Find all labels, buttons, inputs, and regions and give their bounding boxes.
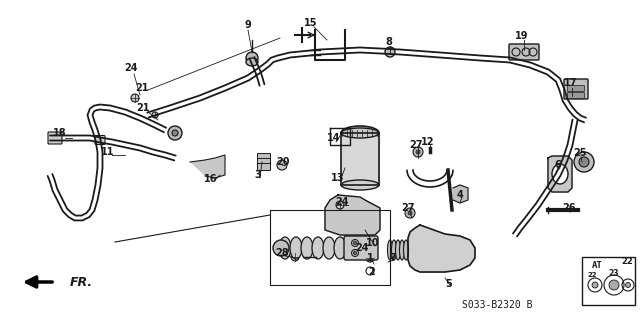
Text: 23: 23 — [609, 269, 620, 278]
Circle shape — [366, 254, 374, 262]
FancyBboxPatch shape — [568, 85, 584, 92]
FancyBboxPatch shape — [509, 44, 539, 60]
Text: 22: 22 — [588, 272, 596, 278]
Text: 11: 11 — [101, 147, 115, 157]
Circle shape — [408, 211, 412, 215]
Circle shape — [277, 160, 287, 170]
Text: 3: 3 — [255, 170, 261, 180]
Text: AT: AT — [591, 261, 602, 270]
Text: 6: 6 — [555, 160, 561, 170]
Text: 16: 16 — [204, 174, 218, 184]
Text: 25: 25 — [573, 148, 587, 158]
Ellipse shape — [290, 237, 302, 259]
FancyBboxPatch shape — [257, 164, 271, 170]
Ellipse shape — [279, 237, 291, 259]
Text: 27: 27 — [401, 203, 415, 213]
FancyBboxPatch shape — [568, 93, 584, 99]
Ellipse shape — [341, 126, 379, 140]
Text: 26: 26 — [563, 203, 576, 213]
FancyBboxPatch shape — [95, 136, 105, 145]
Text: 19: 19 — [515, 31, 529, 41]
Circle shape — [168, 126, 182, 140]
Text: 14: 14 — [327, 133, 340, 143]
Circle shape — [336, 201, 344, 209]
Circle shape — [351, 240, 358, 247]
Text: 5: 5 — [445, 279, 452, 289]
Text: 8: 8 — [385, 37, 392, 47]
Text: 24: 24 — [355, 243, 369, 253]
Ellipse shape — [403, 240, 408, 260]
Text: 2: 2 — [369, 267, 376, 277]
Text: 24: 24 — [335, 197, 349, 207]
Circle shape — [273, 240, 289, 256]
Text: 24: 24 — [124, 63, 138, 73]
Circle shape — [385, 47, 395, 57]
FancyBboxPatch shape — [257, 159, 271, 166]
Polygon shape — [408, 225, 475, 272]
Circle shape — [592, 282, 598, 288]
Text: 4: 4 — [456, 190, 463, 200]
Ellipse shape — [392, 240, 397, 260]
Circle shape — [172, 130, 178, 136]
Ellipse shape — [301, 237, 313, 259]
Circle shape — [609, 280, 619, 290]
Circle shape — [291, 253, 299, 261]
Ellipse shape — [399, 240, 404, 260]
Text: 21: 21 — [135, 83, 148, 93]
Text: 21: 21 — [136, 103, 150, 113]
Circle shape — [152, 112, 158, 118]
Text: 12: 12 — [421, 137, 435, 147]
Text: 20: 20 — [276, 157, 290, 167]
Ellipse shape — [552, 164, 568, 184]
Ellipse shape — [312, 237, 324, 259]
Text: 10: 10 — [366, 238, 380, 248]
Text: 17: 17 — [564, 78, 578, 88]
Circle shape — [353, 241, 356, 244]
Polygon shape — [325, 195, 380, 235]
Ellipse shape — [341, 180, 379, 190]
Circle shape — [625, 283, 630, 287]
Polygon shape — [341, 133, 379, 185]
Ellipse shape — [396, 240, 401, 260]
Circle shape — [131, 94, 139, 102]
FancyBboxPatch shape — [48, 132, 62, 144]
Ellipse shape — [246, 58, 258, 66]
Circle shape — [353, 251, 356, 255]
Text: S033-B2320 B: S033-B2320 B — [461, 300, 532, 310]
Circle shape — [246, 52, 258, 64]
Bar — [582, 257, 635, 305]
Text: 18: 18 — [53, 128, 67, 138]
Text: 9: 9 — [244, 20, 252, 30]
Text: 22: 22 — [621, 257, 633, 266]
Ellipse shape — [334, 237, 346, 259]
Text: FR.: FR. — [70, 276, 93, 288]
Circle shape — [574, 152, 594, 172]
Polygon shape — [190, 155, 225, 178]
FancyBboxPatch shape — [564, 79, 588, 99]
Polygon shape — [548, 156, 572, 192]
Circle shape — [579, 157, 589, 167]
Ellipse shape — [323, 237, 335, 259]
Text: 15: 15 — [304, 18, 317, 28]
Circle shape — [413, 147, 423, 157]
Ellipse shape — [341, 128, 379, 138]
Text: 28: 28 — [275, 248, 289, 258]
Text: 13: 13 — [332, 173, 345, 183]
Text: 1: 1 — [367, 253, 373, 263]
Text: 27: 27 — [409, 140, 423, 150]
Circle shape — [405, 208, 415, 218]
FancyBboxPatch shape — [257, 153, 271, 160]
FancyBboxPatch shape — [344, 236, 378, 260]
Ellipse shape — [387, 240, 392, 260]
Text: 7: 7 — [390, 253, 396, 263]
Circle shape — [416, 150, 420, 154]
Polygon shape — [453, 185, 468, 203]
Circle shape — [351, 249, 358, 256]
